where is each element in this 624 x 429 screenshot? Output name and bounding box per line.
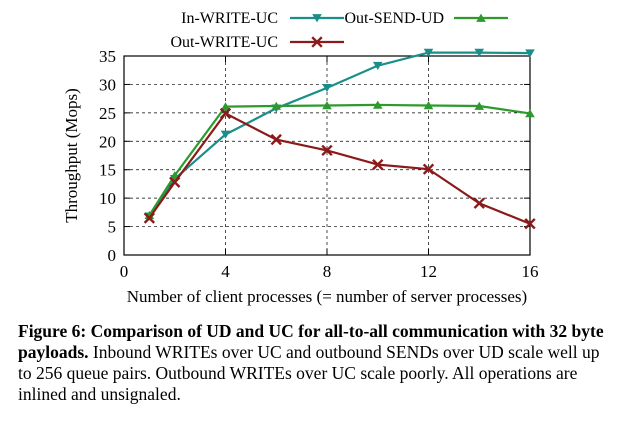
- y-axis-ticks: 0 5 10 15 20 25 30 35: [99, 47, 530, 265]
- grid-lines: [124, 56, 530, 255]
- series-line-in-write-uc: [148, 51, 531, 217]
- y-tick-label-0: 0: [108, 246, 117, 265]
- data-point-in-write-uc-5: [372, 61, 383, 70]
- y-tick-label-2: 10: [99, 189, 116, 208]
- throughput-chart: 0 5 10 15 20 25 30 35 0 4 8 12 16 In-WRITE-UC Out-SE…: [62, 10, 539, 306]
- caption-body: Inbound WRITEs over UC and outbound SEND…: [18, 342, 600, 404]
- data-point-out-send-ud-7: [474, 101, 485, 110]
- legend-entry-out-write-uc: Out-WRITE-UC: [170, 34, 344, 51]
- series-in-write-uc: [144, 48, 535, 221]
- y-tick-label-1: 5: [108, 218, 117, 237]
- series-layer: [143, 48, 536, 230]
- legend-marker-1: [476, 13, 486, 22]
- y-axis-label: Throughput (Mops): [62, 88, 81, 223]
- data-point-out-write-uc-6: [422, 163, 435, 175]
- y-tick-label-4: 20: [99, 132, 116, 151]
- data-point-out-send-ud-5: [372, 100, 383, 109]
- data-point-out-write-uc-7: [473, 197, 485, 209]
- x-tick-label-2: 8: [323, 262, 332, 281]
- data-point-in-write-uc-4: [322, 84, 332, 93]
- data-point-out-write-uc-1: [169, 176, 181, 188]
- legend-marker-0: [312, 14, 322, 23]
- series-line-out-write-uc: [148, 112, 531, 225]
- x-axis-label: Number of client processes (= number of …: [127, 287, 527, 306]
- x-axis-ticks: 0 4 8 12 16: [120, 56, 539, 281]
- caption-lead: Figure 6: Comparison of UD and UC for al…: [18, 321, 604, 362]
- data-point-in-write-uc-6: [423, 48, 434, 57]
- legend-label-2: Out-WRITE-UC: [170, 34, 278, 51]
- data-point-out-write-uc-0: [143, 212, 156, 224]
- legend-label-1: Out-SEND-UD: [344, 10, 444, 27]
- legend-entry-in-write-uc: In-WRITE-UC: [181, 10, 344, 27]
- legend: In-WRITE-UC Out-SEND-UD Out-WRITE-UC: [170, 10, 508, 51]
- legend-marker-2: [311, 36, 323, 48]
- figure-caption: Figure 6: Comparison of UD and UC for al…: [18, 321, 614, 405]
- y-tick-label-7: 35: [99, 47, 116, 66]
- y-tick-label-3: 15: [99, 161, 116, 180]
- x-tick-label-4: 16: [522, 262, 539, 281]
- data-point-in-write-uc-7: [474, 48, 485, 57]
- data-point-in-write-uc-2: [220, 130, 231, 139]
- legend-entry-out-send-ud: Out-SEND-UD: [344, 10, 508, 27]
- data-point-out-send-ud-8: [525, 109, 535, 118]
- data-point-out-write-uc-3: [270, 133, 282, 146]
- data-point-out-send-ud-6: [423, 101, 434, 110]
- legend-label-0: In-WRITE-UC: [181, 10, 278, 27]
- x-tick-label-0: 0: [120, 262, 129, 281]
- data-point-out-write-uc-8: [524, 218, 536, 230]
- data-point-out-send-ud-4: [322, 101, 332, 110]
- y-tick-label-6: 30: [99, 75, 116, 94]
- series-out-write-uc: [143, 107, 536, 230]
- data-point-out-write-uc-2: [219, 107, 232, 120]
- data-point-out-write-uc-4: [321, 144, 333, 157]
- y-tick-label-5: 25: [99, 104, 116, 123]
- data-point-out-send-ud-2: [220, 102, 231, 111]
- series-out-send-ud: [144, 100, 535, 220]
- data-point-out-send-ud-3: [271, 101, 282, 110]
- x-tick-label-3: 12: [420, 262, 437, 281]
- x-tick-label-1: 4: [221, 262, 230, 281]
- data-point-out-write-uc-5: [372, 158, 384, 171]
- data-point-in-write-uc-8: [525, 49, 535, 58]
